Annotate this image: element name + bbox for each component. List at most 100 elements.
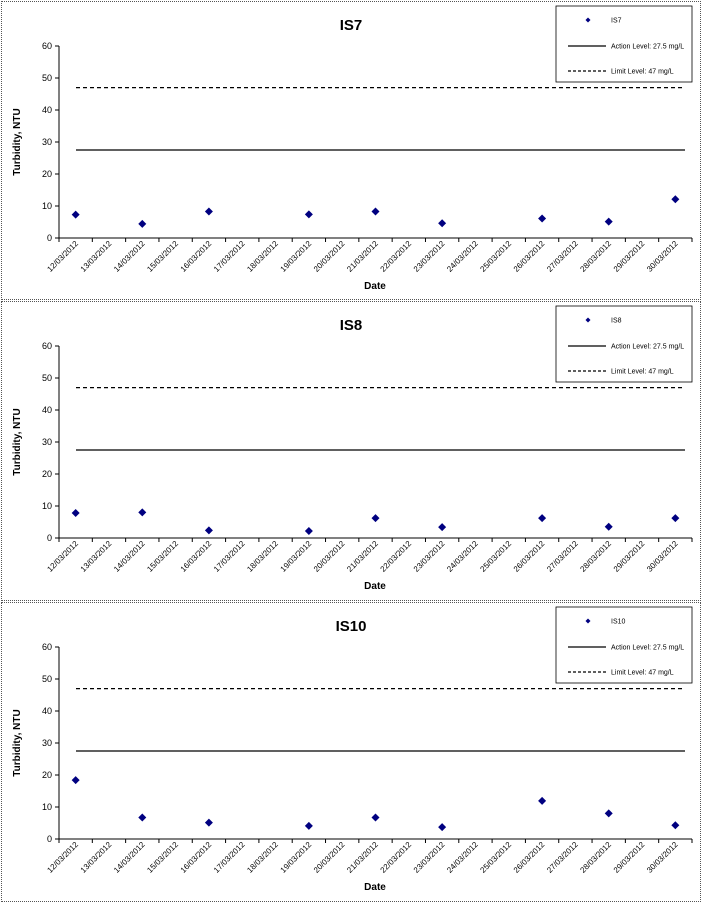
x-tick-label: 25/03/2012 xyxy=(478,239,513,274)
legend-marker-icon xyxy=(585,17,591,23)
legend-label: IS10 xyxy=(611,619,626,626)
y-axis-title: Turbidity, NTU xyxy=(12,108,23,175)
y-tick-label: 20 xyxy=(42,770,52,780)
x-tick-label: 22/03/2012 xyxy=(379,239,414,274)
data-point xyxy=(538,514,547,523)
y-tick-label: 30 xyxy=(42,738,52,748)
x-tick-label: 24/03/2012 xyxy=(445,840,480,875)
legend-box xyxy=(555,606,693,684)
data-point xyxy=(538,796,547,805)
x-tick-label: 26/03/2012 xyxy=(512,840,547,875)
y-tick-label: 0 xyxy=(47,533,52,543)
x-tick-label: 12/03/2012 xyxy=(45,840,80,875)
data-point xyxy=(204,818,213,827)
x-tick-label: 16/03/2012 xyxy=(179,840,214,875)
x-tick-label: 14/03/2012 xyxy=(112,239,147,274)
x-tick-label: 23/03/2012 xyxy=(412,539,447,574)
x-tick-label: 13/03/2012 xyxy=(79,239,114,274)
y-tick-label: 30 xyxy=(42,437,52,447)
y-tick-label: 60 xyxy=(42,642,52,652)
x-tick-label: 30/03/2012 xyxy=(645,539,680,574)
y-tick-label: 20 xyxy=(42,469,52,479)
x-tick-label: 23/03/2012 xyxy=(412,239,447,274)
y-axis-title: Turbidity, NTU xyxy=(12,408,23,475)
data-point xyxy=(671,821,680,830)
x-tick-label: 28/03/2012 xyxy=(578,539,613,574)
x-tick-label: 30/03/2012 xyxy=(645,239,680,274)
x-tick-label: 16/03/2012 xyxy=(179,239,214,274)
data-point xyxy=(538,214,547,223)
x-tick-label: 19/03/2012 xyxy=(279,539,314,574)
legend-label: Limit Level: 47 mg/L xyxy=(611,369,674,376)
x-tick-label: 16/03/2012 xyxy=(179,539,214,574)
legend-box xyxy=(555,5,693,83)
y-tick-label: 50 xyxy=(42,73,52,83)
y-tick-label: 60 xyxy=(42,341,52,351)
y-tick-label: 50 xyxy=(42,674,52,684)
chart-title: IS10 xyxy=(336,618,367,635)
x-tick-label: 20/03/2012 xyxy=(312,539,347,574)
data-point xyxy=(304,210,313,219)
data-point xyxy=(71,776,80,785)
data-point xyxy=(71,509,80,518)
x-tick-label: 27/03/2012 xyxy=(545,539,580,574)
y-tick-label: 20 xyxy=(42,169,52,179)
x-tick-label: 21/03/2012 xyxy=(345,539,380,574)
x-tick-label: 15/03/2012 xyxy=(145,239,180,274)
x-tick-label: 21/03/2012 xyxy=(345,239,380,274)
y-tick-label: 30 xyxy=(42,137,52,147)
data-point xyxy=(371,514,380,523)
x-tick-label: 29/03/2012 xyxy=(612,840,647,875)
x-tick-label: 28/03/2012 xyxy=(578,239,613,274)
x-tick-label: 17/03/2012 xyxy=(212,539,247,574)
chart-is8: IS8 0 10 20 30 40 50 60 12/03/201213/03/201214/0… xyxy=(12,305,693,592)
x-tick-label: 24/03/2012 xyxy=(445,539,480,574)
x-tick-label: 22/03/2012 xyxy=(379,539,414,574)
legend-label: Limit Level: 47 mg/L xyxy=(611,670,674,677)
y-axis-title: Turbidity, NTU xyxy=(12,709,23,776)
legend-label: IS7 xyxy=(611,18,622,25)
x-tick-label: 18/03/2012 xyxy=(245,840,280,875)
x-tick-label: 12/03/2012 xyxy=(45,239,80,274)
data-point xyxy=(204,207,213,216)
chart-is7: IS7 0 10 20 30 40 50 60 12/03/201213/03/201214/0… xyxy=(12,5,693,292)
legend-box xyxy=(555,305,693,383)
x-tick-label: 15/03/2012 xyxy=(145,539,180,574)
y-tick-label: 10 xyxy=(42,201,52,211)
legend-marker-icon xyxy=(585,618,591,624)
y-tick-label: 40 xyxy=(42,105,52,115)
chart-panel-is8: IS8 0 10 20 30 40 50 60 12/03/2012 13/03/2012 14/0… xyxy=(1,301,701,601)
x-tick-label: 18/03/2012 xyxy=(245,539,280,574)
data-point xyxy=(438,823,447,832)
x-tick-label: 27/03/2012 xyxy=(545,239,580,274)
data-point xyxy=(71,210,80,219)
x-tick-label: 17/03/2012 xyxy=(212,239,247,274)
chart-title: IS7 xyxy=(340,17,363,34)
x-axis-title: Date xyxy=(364,882,386,893)
x-tick-label: 29/03/2012 xyxy=(612,239,647,274)
y-tick-label: 10 xyxy=(42,802,52,812)
x-tick-label: 24/03/2012 xyxy=(445,239,480,274)
data-point xyxy=(304,821,313,830)
legend-label: Action Level: 27.5 mg/L xyxy=(611,344,684,351)
x-tick-label: 13/03/2012 xyxy=(79,840,114,875)
x-tick-label: 12/03/2012 xyxy=(45,539,80,574)
x-tick-label: 13/03/2012 xyxy=(79,539,114,574)
data-point xyxy=(138,813,147,822)
data-point xyxy=(671,195,680,204)
legend-label: Action Level: 27.5 mg/L xyxy=(611,645,684,652)
x-tick-label: 23/03/2012 xyxy=(412,840,447,875)
chart-is10: IS10 0 10 20 30 40 50 60 12/03/201213/03/201214/… xyxy=(12,606,693,893)
x-tick-label: 18/03/2012 xyxy=(245,239,280,274)
x-tick-label: 25/03/2012 xyxy=(478,539,513,574)
legend-label: Limit Level: 47 mg/L xyxy=(611,69,674,76)
y-tick-label: 0 xyxy=(47,834,52,844)
data-point xyxy=(304,526,313,535)
x-tick-label: 22/03/2012 xyxy=(379,840,414,875)
data-point xyxy=(138,508,147,517)
x-tick-label: 28/03/2012 xyxy=(578,840,613,875)
x-tick-label: 29/03/2012 xyxy=(612,539,647,574)
data-point xyxy=(204,526,213,535)
data-point xyxy=(371,207,380,216)
legend-marker-icon xyxy=(585,317,591,323)
